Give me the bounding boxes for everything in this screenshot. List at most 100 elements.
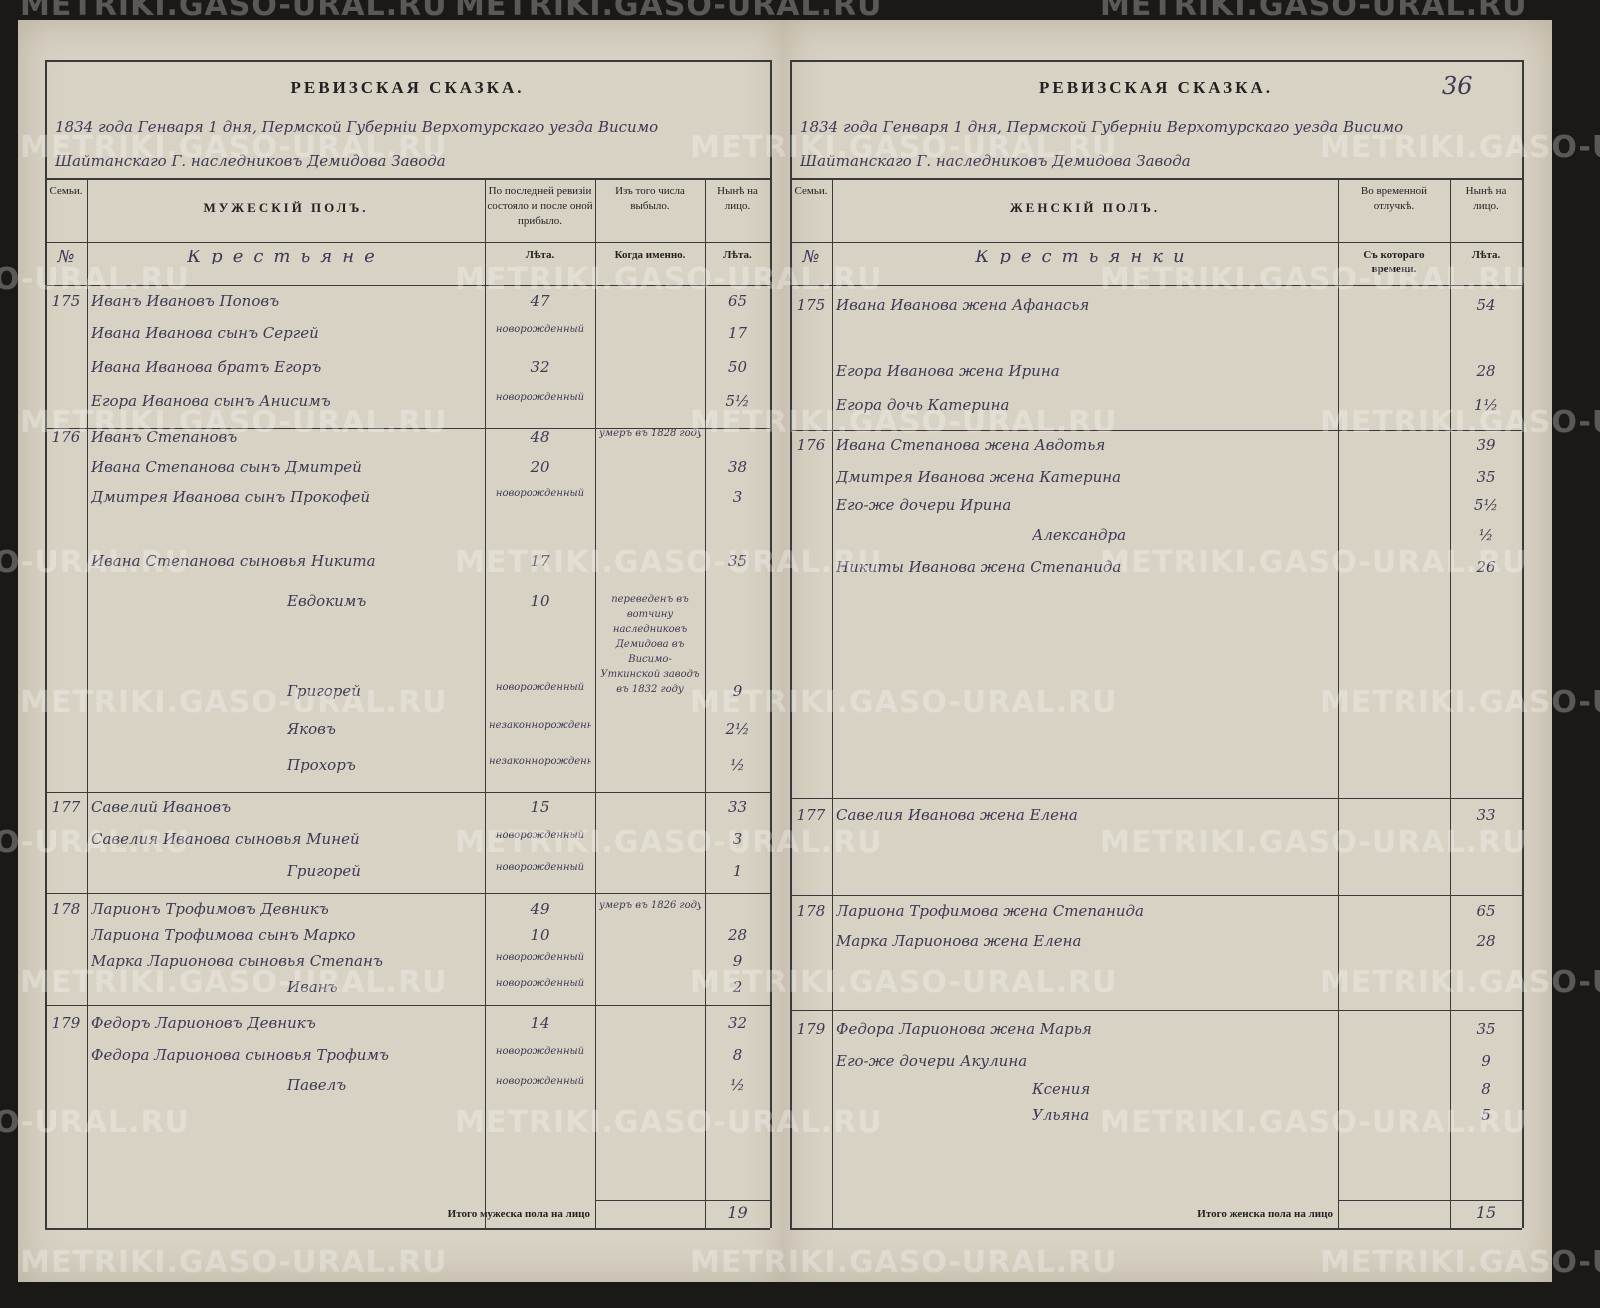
watermark: METRIKI.GASO-URAL.RU [1320, 130, 1600, 165]
cell-now: 38 [727, 458, 748, 476]
cell-now: 8 [732, 1046, 743, 1064]
rule-line [595, 1200, 770, 1201]
watermark: METRIKI.GASO-URAL.RU [0, 545, 190, 580]
cell-no: 176 [796, 436, 826, 454]
date-line: Шайтанскаго Г. наследниковъ Демидова Зав… [800, 152, 1191, 170]
cell-prev: новорожденный [495, 682, 585, 693]
rule-line [790, 895, 1522, 896]
sub-header: Съ котораго времени. [1363, 249, 1425, 275]
cell-name: Ивана Иванова сынъ Сергей [91, 324, 319, 342]
cell-name: Ивана Степанова сынъ Дмитрей [91, 458, 362, 476]
rule-line [45, 60, 770, 62]
cell-now: 65 [1476, 902, 1496, 920]
watermark: METRIKI.GASO-URAL.RU [20, 405, 448, 440]
cell-name: Дмитрея Иванова сынъ Прокофей [91, 488, 371, 506]
cell-name: Его-же дочери Ирина [836, 496, 1012, 514]
cell-no: 179 [796, 1020, 826, 1038]
watermark: METRIKI.GASO-URAL.RU [690, 965, 1118, 1000]
cell-now: 28 [1476, 932, 1496, 950]
sub-header: Крестьянки [975, 250, 1195, 264]
cell-name: Яковъ [287, 720, 336, 738]
rule-line [45, 178, 770, 180]
column-header: Семьи. [49, 185, 83, 197]
watermark: METRIKI.GASO-URAL.RU [1100, 1105, 1528, 1140]
cell-when: умеръ въ 1826 году [599, 900, 701, 911]
title: РЕВИЗСКАЯ СКАЗКА. [290, 78, 525, 97]
watermark: METRIKI.GASO-URAL.RU [0, 1105, 190, 1140]
cell-name: Павелъ [287, 1076, 347, 1094]
cell-name: Лариона Трофимова жена Степанида [836, 902, 1144, 920]
cell-now: 5 [1481, 1106, 1491, 1124]
total-value: 19 [727, 1203, 748, 1222]
rule-line [790, 285, 1522, 286]
rule-line [790, 798, 1522, 799]
cell-name: Федора Ларионова жена Марья [836, 1020, 1092, 1038]
total-value: 15 [1475, 1203, 1497, 1222]
rule-line [595, 178, 596, 1228]
rule-line [790, 430, 1522, 431]
cell-now: 50 [727, 358, 748, 376]
cell-now: 1½ [1473, 396, 1499, 414]
cell-now: 9 [732, 952, 743, 970]
watermark: METRIKI.GASO-URAL.RU [1100, 825, 1528, 860]
cell-now: 2½ [725, 720, 750, 738]
date-line: Шайтанскаго Г. наследниковъ Демидова Зав… [55, 152, 446, 170]
cell-now: 5½ [725, 392, 750, 410]
watermark: METRIKI.GASO-URAL.RU [1320, 1245, 1600, 1280]
watermark: METRIKI.GASO-URAL.RU [690, 130, 1118, 165]
cell-prev: незаконнорожденный [489, 720, 591, 731]
rule-line [790, 242, 1522, 243]
cell-prev: незаконнорожденный [489, 756, 591, 767]
watermark: METRIKI.GASO-URAL.RU [455, 1105, 883, 1140]
right-page [782, 20, 1552, 1282]
cell-name: Григорей [287, 862, 361, 880]
cell-name: Савелия Иванова жена Елена [836, 806, 1078, 824]
cell-prev: 49 [530, 900, 550, 918]
cell-now: 1 [732, 862, 743, 880]
cell-name: Марка Ларионова жена Елена [836, 932, 1082, 950]
cell-name: Никиты Иванова жена Степанида [836, 558, 1122, 576]
cell-name: Евдокимъ [287, 592, 367, 610]
rule-line [705, 178, 706, 1228]
cell-prev: 10 [530, 592, 550, 610]
cell-now: 35 [727, 552, 748, 570]
cell-when: переведенъ въ вотчину наследниковъ Демид… [600, 594, 700, 695]
cell-name: Его-же дочери Акулина [836, 1052, 1028, 1070]
watermark: METRIKI.GASO-URAL.RU [20, 0, 448, 23]
rule-line [485, 178, 486, 1228]
cell-now: 3 [732, 830, 743, 848]
rule-line [45, 428, 770, 429]
cell-name: Иванъ [287, 978, 338, 996]
sub-header: № [57, 250, 75, 264]
rule-line [1450, 178, 1451, 1228]
watermark: METRIKI.GASO-URAL.RU [1100, 262, 1528, 297]
left-page [18, 20, 786, 1282]
cell-now: ½ [730, 1076, 745, 1094]
cell-prev: новорожденный [495, 952, 585, 963]
cell-name: Ивана Иванова братъ Егоръ [91, 358, 322, 376]
column-header: Нынѣ на лицо. [1465, 185, 1507, 212]
cell-no: 177 [796, 806, 826, 824]
cell-now: 2 [732, 978, 743, 996]
column-header: Изъ того числа выбыло. [615, 185, 685, 212]
cell-prev: 17 [530, 552, 550, 570]
cell-prev: 20 [530, 458, 550, 476]
cell-name: Ларионъ Трофимовъ Девникъ [91, 900, 329, 918]
sub-header: Крестьяне [187, 250, 385, 264]
cell-now: 35 [1476, 1020, 1496, 1038]
cell-name: Александра [1032, 526, 1127, 544]
watermark: METRIKI.GASO-URAL.RU [0, 825, 190, 860]
cell-name: Ивана Степанова сыновья Никита [91, 552, 376, 570]
cell-now: 5½ [1473, 496, 1499, 514]
cell-prev: новорожденный [495, 830, 585, 841]
cell-now: 39 [1476, 436, 1496, 454]
cell-prev: новорожденный [495, 862, 585, 873]
watermark: METRIKI.GASO-URAL.RU [455, 262, 883, 297]
rule-line [790, 1010, 1522, 1011]
watermark: METRIKI.GASO-URAL.RU [20, 965, 448, 1000]
watermark: METRIKI.GASO-URAL.RU [1100, 0, 1528, 23]
watermark: METRIKI.GASO-URAL.RU [1320, 405, 1600, 440]
rule-line [790, 1228, 1522, 1230]
rule-line [790, 60, 1522, 62]
